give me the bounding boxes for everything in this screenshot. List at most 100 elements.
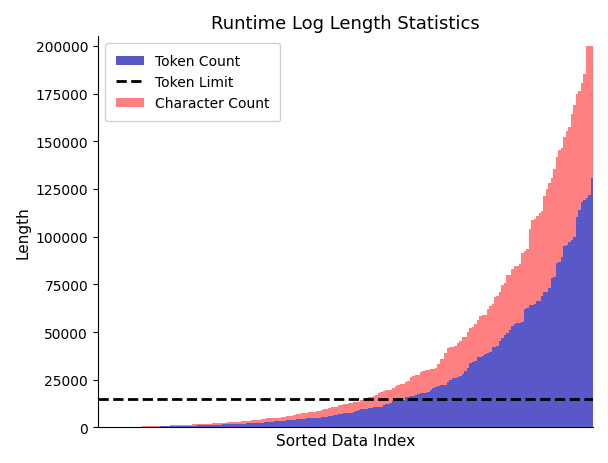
Bar — [269, 418, 271, 427]
Bar — [266, 419, 269, 427]
Bar — [182, 425, 185, 427]
Bar — [568, 243, 571, 427]
Bar — [241, 424, 244, 427]
Bar — [523, 252, 526, 427]
Bar — [412, 396, 415, 427]
Bar — [216, 425, 219, 427]
Bar — [345, 413, 348, 427]
Bar — [224, 423, 227, 427]
Bar — [340, 414, 343, 427]
Bar — [276, 421, 278, 427]
Bar — [311, 412, 313, 427]
Bar — [583, 201, 586, 427]
Bar — [145, 426, 147, 427]
Bar — [486, 310, 489, 427]
Bar — [365, 409, 368, 427]
Bar — [177, 426, 179, 427]
Bar — [390, 390, 393, 427]
Bar — [348, 413, 350, 427]
Bar — [365, 398, 368, 427]
Bar — [568, 128, 571, 427]
Bar — [449, 381, 452, 427]
Bar — [534, 219, 536, 427]
Bar — [486, 353, 489, 427]
Bar — [207, 425, 209, 427]
Bar — [465, 338, 467, 427]
Bar — [588, 196, 590, 427]
Bar — [576, 95, 578, 427]
Bar — [521, 322, 523, 427]
Bar — [459, 341, 462, 427]
Bar — [516, 266, 519, 427]
Bar — [375, 395, 378, 427]
Bar — [430, 390, 432, 427]
Bar — [222, 423, 224, 427]
Bar — [412, 376, 415, 427]
Bar — [462, 374, 465, 427]
Bar — [422, 371, 424, 427]
Bar — [536, 301, 539, 427]
Bar — [427, 370, 430, 427]
Bar — [410, 377, 412, 427]
Bar — [212, 424, 214, 427]
Bar — [469, 329, 472, 427]
Bar — [378, 407, 380, 427]
Bar — [502, 338, 504, 427]
Bar — [449, 348, 452, 427]
Bar — [497, 346, 499, 427]
Bar — [546, 189, 548, 427]
Bar — [209, 425, 212, 427]
Bar — [289, 416, 291, 427]
Bar — [539, 301, 541, 427]
Bar — [331, 416, 333, 427]
Bar — [402, 384, 405, 427]
Bar — [278, 421, 281, 427]
Bar — [264, 419, 266, 427]
Bar — [541, 212, 544, 427]
Bar — [526, 249, 528, 427]
Bar — [254, 423, 257, 427]
Bar — [467, 332, 469, 427]
Bar — [328, 416, 331, 427]
Bar — [497, 296, 499, 427]
Bar — [363, 409, 365, 427]
Bar — [259, 419, 261, 427]
Bar — [316, 418, 318, 427]
Bar — [340, 405, 343, 427]
Bar — [172, 426, 174, 427]
Bar — [239, 422, 241, 427]
Bar — [380, 407, 382, 427]
Bar — [249, 423, 251, 427]
Bar — [407, 381, 410, 427]
Bar — [289, 420, 291, 427]
Bar — [590, 47, 593, 427]
Bar — [387, 390, 390, 427]
Bar — [232, 424, 234, 427]
Bar — [165, 426, 167, 427]
Bar — [318, 412, 320, 427]
Bar — [514, 267, 516, 427]
Bar — [283, 421, 286, 427]
Bar — [333, 415, 336, 427]
Bar — [509, 330, 511, 427]
Bar — [581, 84, 583, 427]
Bar — [588, 47, 590, 427]
Bar — [504, 283, 506, 427]
Bar — [281, 417, 283, 427]
Bar — [472, 328, 474, 427]
Bar — [516, 323, 519, 427]
Bar — [142, 426, 145, 427]
Bar — [167, 426, 170, 427]
Bar — [338, 405, 340, 427]
Bar — [558, 151, 561, 427]
Bar — [246, 424, 249, 427]
Bar — [162, 426, 165, 427]
Bar — [521, 253, 523, 427]
Bar — [348, 403, 350, 427]
Bar — [563, 137, 566, 427]
Token Limit — [98, 396, 105, 402]
Bar — [454, 378, 457, 427]
Bar — [586, 47, 588, 427]
Bar — [254, 420, 257, 427]
Bar — [482, 357, 484, 427]
